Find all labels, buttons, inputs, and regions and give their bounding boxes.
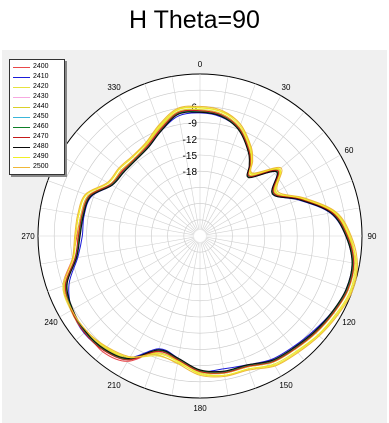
legend-item-2470: 2470 (10, 132, 64, 142)
series-line-2490 (63, 107, 357, 377)
legend-item-2420: 2420 (10, 82, 64, 92)
grid-spoke (95, 240, 197, 361)
legend-item-2500: 2500 (10, 162, 64, 172)
angle-tick-label: 0 (198, 60, 203, 69)
legend-swatch (13, 96, 30, 98)
grid-spoke (201, 241, 256, 389)
legend-swatch (13, 86, 30, 88)
legend-swatch (13, 116, 30, 118)
legend-swatch (13, 166, 30, 168)
grid-spoke (40, 236, 195, 265)
legend-label: 2490 (33, 153, 49, 160)
series-line-2470 (64, 109, 355, 374)
grid-spoke (203, 240, 305, 361)
grid-spoke (200, 241, 229, 396)
legend-item-2490: 2490 (10, 152, 64, 162)
legend-item-2460: 2460 (10, 122, 64, 132)
radial-tick-label: -18 (183, 167, 198, 178)
grid-spoke (202, 241, 282, 377)
angle-tick-label: 30 (282, 83, 291, 92)
legend-item-2450: 2450 (10, 112, 64, 122)
legend-label: 2450 (33, 113, 49, 120)
legend-label: 2440 (33, 103, 49, 110)
legend-item-2400: 2400 (10, 62, 64, 72)
legend-swatch (13, 66, 30, 68)
grid-spoke (95, 111, 197, 232)
grid-spoke (118, 95, 198, 231)
legend-label: 2400 (33, 63, 49, 70)
grid-spoke (205, 180, 353, 235)
radial-tick-label: -9 (188, 119, 197, 130)
legend-item-2410: 2410 (10, 72, 64, 82)
grid-spoke (204, 239, 325, 341)
legend-swatch (13, 126, 30, 128)
grid-spoke (203, 111, 305, 232)
angle-tick-label: 180 (193, 404, 207, 413)
legend-item-2480: 2480 (10, 142, 64, 152)
angle-tick-label: 120 (342, 318, 356, 327)
polar-plot: 0306090120150180210240270300330-6-9-12-1… (21, 60, 377, 413)
legend-swatch (13, 156, 30, 158)
legend-label: 2500 (33, 163, 49, 170)
legend-label: 2480 (33, 143, 49, 150)
grid-spoke (59, 154, 195, 234)
legend-swatch (13, 136, 30, 138)
grid-spoke (202, 95, 282, 231)
chart-title: H Theta=90 (129, 6, 260, 34)
angle-tick-label: 330 (107, 83, 121, 92)
plot-panel: 0306090120150180210240270300330-6-9-12-1… (2, 50, 387, 423)
grid-spoke (205, 238, 341, 318)
legend-label: 2430 (33, 93, 49, 100)
grid-spoke (144, 83, 199, 231)
angle-tick-label: 270 (21, 232, 35, 241)
grid-spoke (201, 83, 256, 231)
polar-grid (37, 73, 363, 399)
legend-item-2440: 2440 (10, 102, 64, 112)
angle-tick-label: 90 (368, 232, 377, 241)
legend-swatch (13, 106, 30, 108)
grid-spoke (40, 207, 195, 236)
legend-label: 2460 (33, 123, 49, 130)
radial-tick-label: -15 (183, 151, 198, 162)
grid-spoke (171, 241, 200, 396)
grid-spoke (59, 238, 195, 318)
grid-spoke (205, 236, 360, 265)
grid-spoke (47, 180, 195, 235)
grid-spoke (204, 131, 325, 233)
grid-spoke (118, 241, 198, 377)
legend-label: 2420 (33, 83, 49, 90)
legend: 2400 2410 2420 2430 2440 2450 2460 2470 2480 2490… (9, 59, 65, 175)
angle-tick-label: 240 (44, 318, 58, 327)
grid-spoke (47, 237, 195, 292)
radial-tick-label: -12 (183, 135, 198, 146)
angle-tick-label: 150 (279, 381, 293, 390)
grid-spoke (75, 239, 196, 341)
series-lines (62, 105, 358, 378)
legend-label: 2410 (33, 73, 49, 80)
grid-spoke (144, 241, 199, 389)
grid-spoke (205, 237, 353, 292)
legend-item-2430: 2430 (10, 92, 64, 102)
angle-tick-label: 210 (107, 381, 121, 390)
grid-spoke (75, 131, 196, 233)
grid-spoke (171, 76, 200, 231)
series-line-2500 (63, 105, 358, 378)
legend-label: 2470 (33, 133, 49, 140)
angle-tick-label: 60 (345, 146, 354, 155)
series-line-2480 (66, 111, 353, 373)
grid-spoke (200, 76, 229, 231)
legend-swatch (13, 146, 30, 148)
legend-swatch (13, 76, 30, 78)
